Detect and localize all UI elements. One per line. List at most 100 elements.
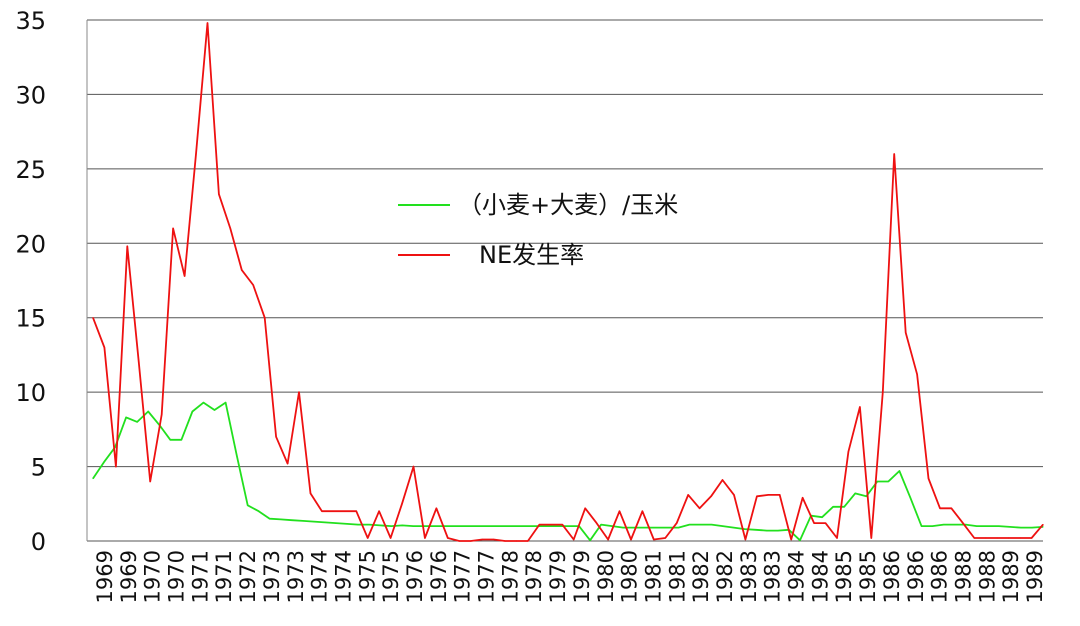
series-0-point [633,527,635,529]
series-1-point [985,537,987,539]
series-1-point [550,524,552,526]
legend-label-ratio: （小麦+大麦）/玉米 [458,191,678,219]
series-0-point [479,525,481,527]
series-0-point [1009,526,1011,528]
series-1-point [184,275,186,277]
series-0-point [854,492,856,494]
x-tick-label: 1970 [165,550,189,603]
x-tick-label: 1969 [93,550,117,603]
series-1-point [653,538,655,541]
series-0-point [766,530,768,532]
series-1-point [996,537,998,539]
series-0-point [456,525,459,527]
series-1-point [1031,537,1033,539]
series-0-point [987,525,989,527]
series-1-point [561,524,563,526]
series-1-point [252,284,254,286]
series-0-point [501,525,503,527]
series-1-point [802,497,804,499]
series-1-point [241,269,243,271]
series-1-point [332,510,334,512]
series-0-point [556,525,558,527]
series-1-point [92,317,94,319]
x-tick-label: 1979 [570,550,594,603]
series-0-point [236,454,238,456]
x-tick-label: 1981 [665,550,689,603]
series-1-point [710,495,712,497]
series-0-point [512,525,514,527]
series-1-point [916,373,918,375]
series-0-point [302,520,304,522]
series-0-point [490,525,492,527]
series-0-point [103,461,105,463]
x-tick-label: 1980 [618,550,642,603]
series-1-point [229,227,231,229]
series-1-point [126,245,128,247]
series-1-point [481,538,483,541]
series-1-point [103,346,105,349]
series-1-point [962,522,964,524]
y-tick-label: 0 [31,528,46,556]
series-1-point [664,537,666,539]
series-0-point [468,525,470,527]
series-0-point [545,525,547,527]
series-1-point [1019,537,1021,539]
series-1-point [779,494,781,496]
series-1-point [378,510,380,512]
series-1-point [447,537,449,539]
series-0-point [269,518,271,520]
series-1-point [905,332,907,334]
series-1-point [424,537,426,539]
series-1-point [206,22,209,24]
series-0-point [755,529,757,531]
series-1-point [493,538,495,541]
series-1-point [195,153,197,155]
series-1-point [870,537,872,539]
series-1-point [790,538,792,541]
series-1-point [538,524,541,526]
y-tick-label: 25 [15,156,46,184]
series-0-point [832,506,834,508]
series-1-point [161,413,163,416]
x-tick-label: 1976 [427,550,451,603]
series-line-1 [92,22,1044,542]
series-1-point [824,522,827,524]
series-1-point [847,451,850,453]
series-1-point [275,436,277,438]
x-tick-label: 1973 [284,550,308,603]
series-0-point [247,504,249,506]
series-1-point [836,537,838,539]
series-0-point [213,409,216,411]
series-1-point [767,494,769,496]
series-1-point [939,507,941,509]
series-0-point [169,439,171,441]
series-0-point [401,524,403,527]
series-0-point [655,527,658,529]
x-tick-label: 1989 [999,550,1023,603]
series-0-point [412,525,414,527]
x-tick-label: 1981 [641,550,665,603]
series-0-point [445,525,448,527]
series-1-point [813,522,815,524]
series-0-point [1020,527,1022,529]
series-1-point [733,494,735,496]
series-1-point [298,391,300,393]
series-1-point [607,538,609,541]
series-0-point [147,410,149,413]
series-1-point [744,538,747,541]
series-1-point [115,466,117,468]
x-axis-tick-labels: 1969 1969 1970 1970 1971 1971 1972 1973 1973 1974… [93,550,1047,603]
series-1-point [618,510,621,512]
series-0-point [799,539,801,541]
series-0-point [744,528,746,530]
series-1-point [687,494,689,496]
series-1-point [1042,524,1044,526]
series-1-point [893,153,895,155]
x-tick-label: 1969 [117,550,141,603]
series-0-point [567,525,569,527]
x-tick-label: 1980 [594,550,618,603]
series-0-point [843,506,845,508]
series-0-point [722,525,724,527]
x-tick-label: 1979 [546,550,570,603]
